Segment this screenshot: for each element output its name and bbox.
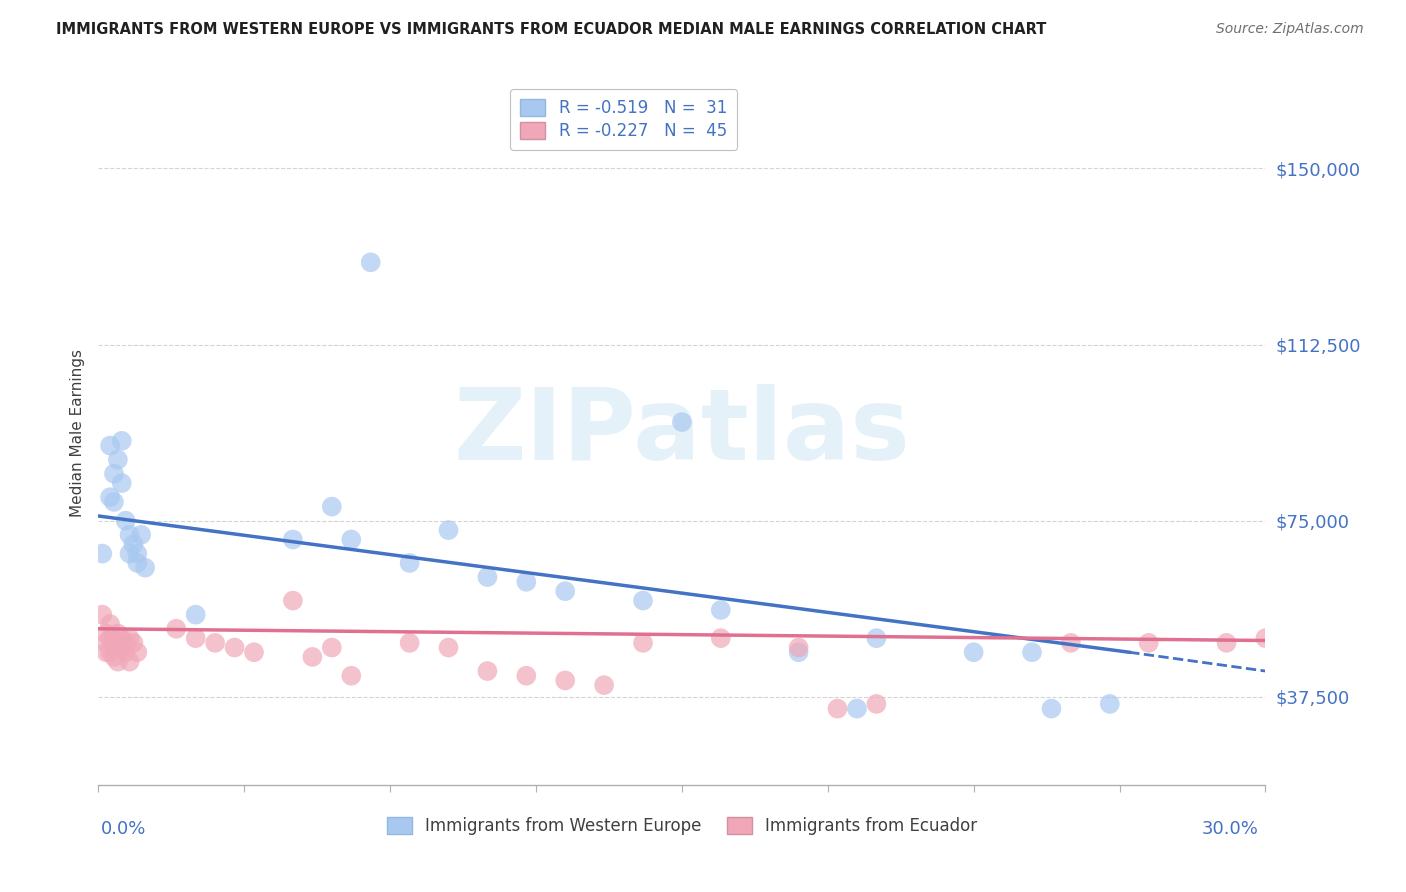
Text: 0.0%: 0.0% (101, 820, 146, 838)
Point (98, 490, 121, 504)
Point (281, 593, 304, 607)
Point (107, 452, 129, 467)
Point (118, 528, 141, 542)
Point (134, 560, 156, 574)
Point (710, 603, 733, 617)
Point (118, 547, 141, 561)
Point (96, 645, 118, 659)
Point (98, 645, 121, 659)
Text: IMMIGRANTS FROM WESTERN EUROPE VS IMMIGRANTS FROM ECUADOR MEDIAN MALE EARNINGS C: IMMIGRANTS FROM WESTERN EUROPE VS IMMIGR… (56, 22, 1046, 37)
Point (127, 547, 149, 561)
Point (321, 500, 343, 514)
Point (554, 584, 576, 599)
Point (398, 636, 420, 650)
Point (631, 636, 654, 650)
Point (98, 438, 121, 452)
Point (127, 556, 149, 570)
Point (846, 701, 869, 715)
Point (1060, 636, 1083, 650)
Point (103, 640, 125, 655)
Legend: Immigrants from Western Europe, Immigrants from Ecuador: Immigrants from Western Europe, Immigran… (375, 805, 988, 847)
Point (1254, 631, 1277, 645)
Point (360, 255, 382, 269)
Point (127, 645, 149, 659)
Point (593, 678, 616, 692)
Point (111, 434, 134, 448)
Point (98, 631, 121, 645)
Point (1021, 645, 1043, 659)
Text: 30.0%: 30.0% (1202, 820, 1258, 838)
Point (631, 593, 654, 607)
Point (111, 640, 134, 655)
Point (224, 640, 246, 655)
Point (281, 533, 304, 547)
Point (111, 631, 134, 645)
Point (1040, 701, 1063, 715)
Point (865, 697, 887, 711)
Point (114, 636, 136, 650)
Point (111, 476, 134, 491)
Point (787, 645, 810, 659)
Point (96, 626, 118, 640)
Point (671, 415, 693, 429)
Point (103, 631, 125, 645)
Point (1137, 636, 1160, 650)
Point (118, 655, 141, 669)
Point (340, 533, 363, 547)
Point (107, 655, 129, 669)
Point (787, 640, 810, 655)
Point (204, 636, 226, 650)
Point (165, 622, 187, 636)
Point (437, 640, 460, 655)
Point (398, 556, 420, 570)
Point (515, 574, 537, 589)
Point (827, 701, 849, 715)
Point (437, 523, 460, 537)
Point (91, 547, 114, 561)
Point (103, 467, 125, 481)
Point (98, 617, 121, 632)
Point (243, 645, 266, 659)
Point (103, 495, 125, 509)
Point (184, 631, 207, 645)
Point (477, 570, 499, 584)
Point (184, 607, 207, 622)
Point (122, 636, 145, 650)
Point (107, 640, 129, 655)
Point (515, 669, 537, 683)
Point (962, 645, 984, 659)
Point (129, 528, 152, 542)
Point (865, 631, 887, 645)
Point (477, 664, 499, 678)
Point (103, 649, 125, 664)
Point (118, 631, 141, 645)
Y-axis label: Median Male Earnings: Median Male Earnings (69, 349, 84, 516)
Point (554, 673, 576, 688)
Point (1215, 636, 1237, 650)
Point (114, 645, 136, 659)
Text: Source: ZipAtlas.com: Source: ZipAtlas.com (1216, 22, 1364, 37)
Point (340, 669, 363, 683)
Point (1098, 697, 1121, 711)
Point (122, 537, 145, 551)
Point (710, 631, 733, 645)
Point (301, 649, 323, 664)
Point (91, 607, 114, 622)
Point (96, 636, 118, 650)
Point (107, 626, 129, 640)
Text: ZIPatlas: ZIPatlas (454, 384, 910, 481)
Point (321, 640, 343, 655)
Point (114, 514, 136, 528)
